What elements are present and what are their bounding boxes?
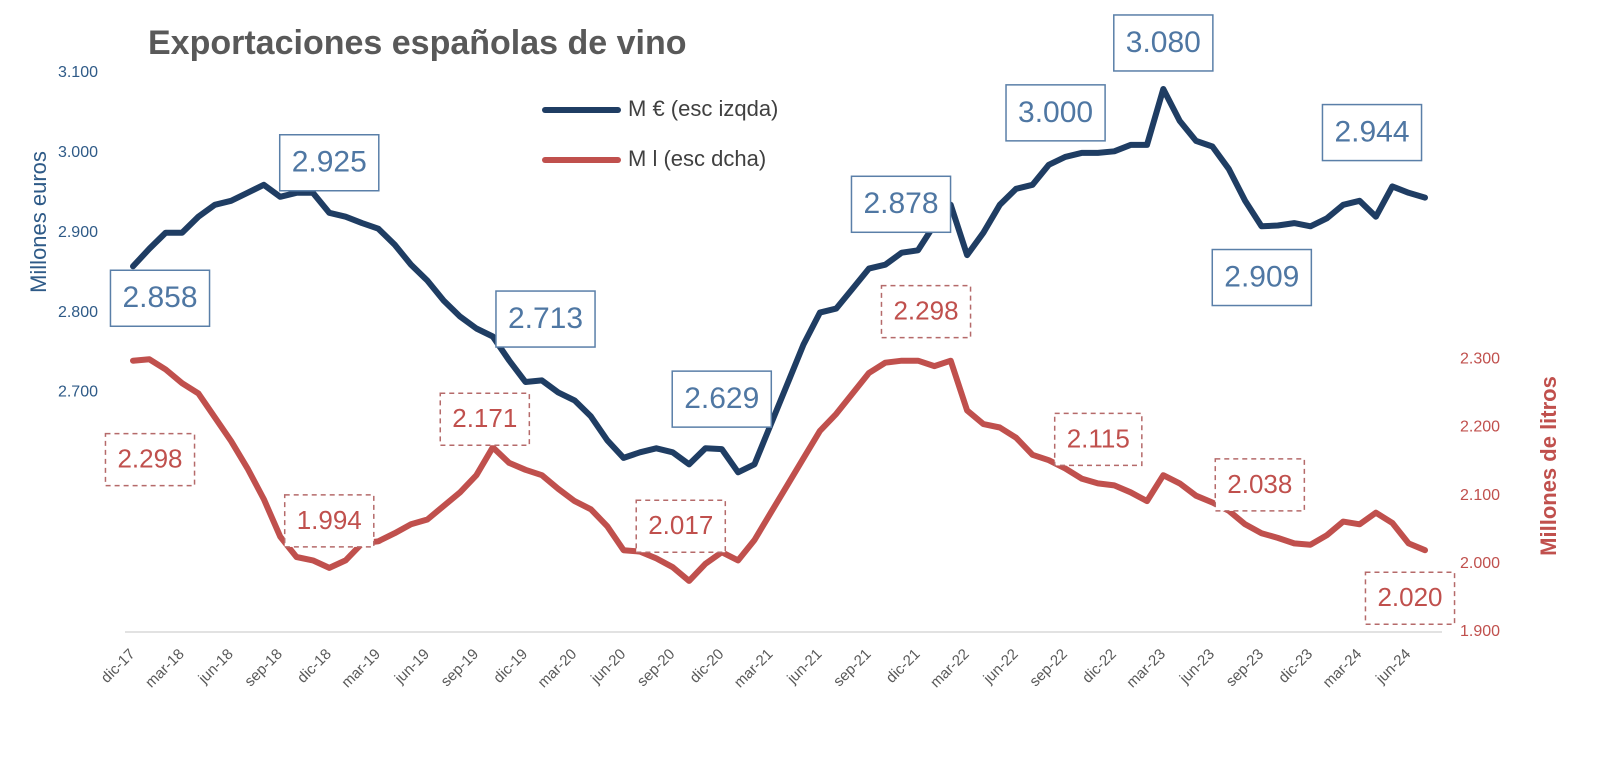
data-label-text: 2.115 [1067,423,1130,453]
data-label-box [1321,103,1423,162]
data-label: 2.858 [109,269,211,328]
data-label: 2.713 [495,290,596,348]
y2-axis-title: Millones de litros [1536,376,1561,556]
x-tick-label: dic-22 [1079,646,1120,687]
data-label-box [1005,84,1106,142]
data-label-box [880,284,972,339]
data-label: 2.038 [1214,458,1306,512]
data-label-text: 2.878 [863,187,938,220]
data-label-text: 3.080 [1126,26,1201,59]
data-label: 2.878 [850,175,952,234]
data-label-text: 3.000 [1018,96,1093,129]
y2-tick-label: 2.100 [1460,487,1500,504]
chart-title: Exportaciones españolas de vino [148,24,687,62]
x-tick-label: jun-23 [1176,646,1218,688]
data-label-box [1214,458,1306,512]
data-label-text: 2.629 [684,382,759,415]
y-tick-label: 2.700 [58,384,98,401]
x-tick-label: mar-24 [1320,646,1366,692]
data-label-box [1053,412,1143,467]
data-label: 2.115 [1053,412,1143,467]
data-label-box [850,175,952,234]
y2-tick-label: 2.000 [1460,555,1500,572]
y-tick-label: 2.800 [58,304,98,321]
data-label: 2.944 [1321,103,1423,162]
data-label-box [1211,248,1313,307]
x-tick-label: mar-19 [338,646,384,692]
x-tick-label: dic-20 [686,646,727,687]
x-tick-label: jun-20 [587,646,629,688]
data-label-text: 2.020 [1377,582,1442,612]
data-label-text: 2.925 [292,146,367,179]
x-tick-label: mar-18 [142,646,188,692]
data-label-box [1113,14,1214,72]
x-tick-label: sep-23 [1223,646,1267,690]
data-label: 3.000 [1005,84,1106,142]
x-tick-label: dic-19 [490,646,531,687]
data-label: 2.629 [671,370,773,428]
y2-tick-label: 1.900 [1460,623,1500,640]
data-label-box [104,432,196,487]
data-label-box [283,494,375,548]
x-tick-label: dic-21 [883,646,924,687]
legend-label: M € (esc izqda) [628,96,778,121]
x-tick-label: dic-18 [294,646,335,687]
data-label-text: 2.298 [893,296,958,326]
y-tick-label: 2.900 [58,224,98,241]
data-label: 1.994 [283,494,375,548]
x-tick-label: sep-20 [634,646,678,690]
data-label-text: 2.017 [648,510,713,540]
data-label: 2.171 [439,392,531,447]
data-label-text: 1.994 [297,505,362,535]
data-label-box [635,499,727,553]
y-tick-label: 3.100 [58,64,98,81]
series-line [130,356,1428,584]
x-tick-label: sep-21 [830,646,874,690]
data-label: 2.925 [278,134,380,192]
data-label-text: 2.171 [452,403,517,433]
y2-tick-label: 2.200 [1460,419,1500,436]
data-label-box [278,134,380,192]
x-tick-label: mar-21 [731,646,777,692]
x-tick-label: jun-22 [980,646,1022,688]
x-tick-label: jun-24 [1372,646,1414,688]
x-tick-label: sep-19 [438,646,482,690]
x-tick-label: dic-17 [98,646,139,687]
x-tick-label: jun-19 [391,646,433,688]
x-tick-label: jun-21 [783,646,825,688]
data-label-box [671,370,773,428]
y-tick-label: 3.000 [58,144,98,161]
x-tick-label: dic-23 [1275,646,1316,687]
y2-tick-label: 2.300 [1460,351,1500,368]
y-axis-title: Millones euros [26,151,51,293]
data-label-text: 2.038 [1227,469,1292,499]
x-tick-label: jun-18 [195,646,237,688]
data-label-text: 2.944 [1334,115,1409,148]
data-label: 2.020 [1364,571,1456,625]
data-label: 2.298 [104,432,196,487]
data-label-text: 2.298 [117,444,182,474]
data-label-box [439,392,531,447]
data-label-box [1364,571,1456,625]
data-label: 2.298 [880,284,972,339]
x-tick-label: sep-18 [241,646,285,690]
data-label: 2.909 [1211,248,1313,307]
data-label-text: 2.713 [508,302,583,335]
x-tick-label: sep-22 [1026,646,1070,690]
data-label-box [495,290,596,348]
series-line [130,86,1428,476]
data-label: 2.017 [635,499,727,553]
data-label-text: 2.909 [1224,260,1299,293]
x-tick-label: mar-22 [927,646,973,692]
x-tick-label: mar-20 [535,646,581,692]
x-tick-label: mar-23 [1123,646,1169,692]
data-label: 3.080 [1113,14,1214,72]
data-label-text: 2.858 [122,281,197,314]
legend-label: M l (esc dcha) [628,146,766,171]
data-label-box [109,269,211,328]
